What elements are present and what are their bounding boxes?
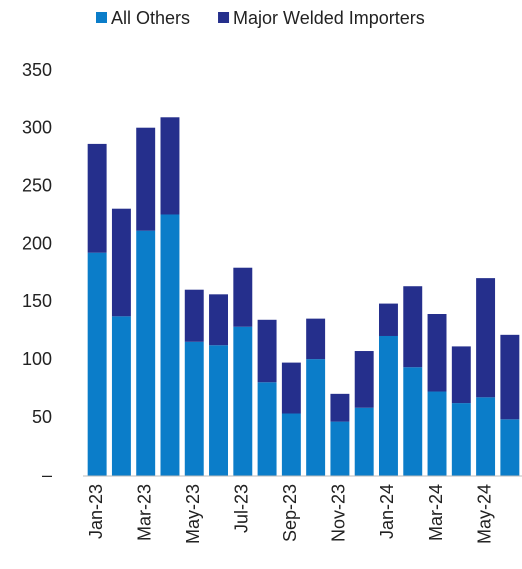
x-tick-label: Jan-23 [86,484,106,539]
bar-segment [451,346,471,404]
bar-segment [233,326,253,476]
y-tick-label: 50 [32,407,52,427]
y-tick-label: 100 [22,349,52,369]
y-tick-label: 350 [22,60,52,80]
bar-segment [500,419,520,476]
bar-segment [379,303,398,336]
legend-label: All Others [111,8,190,28]
bar-segment [379,335,398,476]
bar-segment [209,294,228,346]
bar-segment [330,421,350,476]
bar-segment [281,362,301,414]
bar-segment [184,341,204,476]
bar-segment [500,334,520,420]
bar-segment [427,314,447,392]
x-tick-label: May-23 [183,484,203,544]
bar-segment [111,208,131,317]
y-tick-label: 200 [22,233,52,253]
bar-segment [209,345,228,476]
bar-segment [160,214,180,476]
legend-swatch [96,12,107,23]
x-tick-label: Mar-24 [426,484,446,541]
bar-segment [111,316,131,476]
bar-segment [233,267,253,327]
bar-segment [354,407,374,476]
bar-segment [451,403,471,476]
bar-segment [136,127,156,231]
bar-segment [427,391,447,476]
bar-segment [403,286,423,368]
y-tick-label: – [42,465,52,485]
bar-segment [330,393,350,422]
bar-segment [257,382,277,476]
x-tick-label: Nov-23 [329,484,349,542]
legend-swatch [218,12,230,23]
bar-segment [257,319,277,383]
bar-segment [306,359,326,476]
x-tick-label: Jul-23 [232,484,252,533]
bar-segment [184,289,204,342]
x-tick-label: Jan-24 [377,484,397,539]
y-tick-label: 300 [22,118,52,138]
bar-segment [87,143,107,253]
bar-segment [87,252,107,476]
legend-label: Major Welded Importers [233,8,425,28]
bar-segment [476,278,496,398]
bar-segment [136,230,156,476]
bar-segment [281,413,301,476]
bar-segment [306,318,326,360]
y-tick-label: 150 [22,291,52,311]
y-tick-label: 250 [22,175,52,195]
bar-segment [476,397,496,476]
x-tick-label: May-24 [474,484,494,544]
bar-segment [403,367,423,476]
x-tick-label: Sep-23 [280,484,300,542]
bar-segment [160,117,180,215]
bar-segment [354,351,374,408]
x-tick-label: Mar-23 [134,484,154,541]
